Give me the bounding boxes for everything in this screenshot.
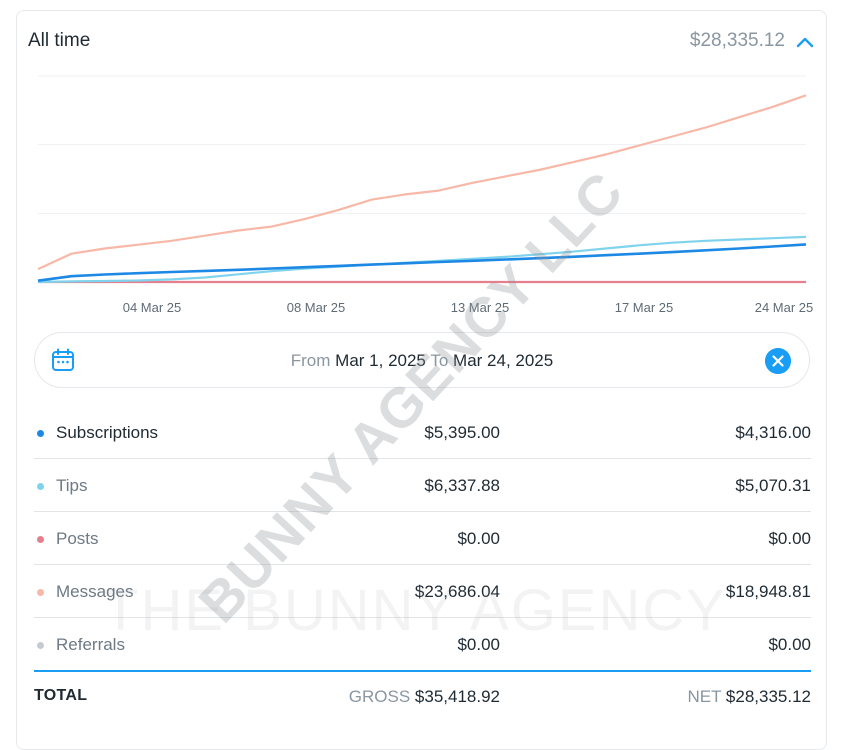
close-icon[interactable] bbox=[765, 348, 791, 374]
legend-dot bbox=[37, 430, 44, 437]
row-gross: $5,395.00 bbox=[424, 423, 500, 442]
row-net: $18,948.81 bbox=[725, 582, 811, 601]
row-net: $0.00 bbox=[768, 529, 811, 548]
total-row: TOTAL GROSS $35,418.92 NET $28,335.12 bbox=[34, 684, 811, 714]
table-row-subscriptions[interactable]: Subscriptions $5,395.00 $4,316.00 bbox=[34, 406, 811, 459]
row-gross: $0.00 bbox=[457, 529, 500, 548]
row-gross: $0.00 bbox=[457, 635, 500, 654]
from-label: From bbox=[290, 351, 331, 370]
earnings-line-chart: 04 Mar 25 08 Mar 25 13 Mar 25 17 Mar 25 24 M… bbox=[37, 75, 814, 315]
to-date[interactable]: Mar 24, 2025 bbox=[453, 351, 554, 370]
row-net: $0.00 bbox=[768, 635, 811, 654]
series-line-messages bbox=[37, 94, 807, 271]
legend-dot bbox=[37, 589, 44, 596]
header-total: $28,335.12 bbox=[689, 30, 785, 51]
row-net: $5,070.31 bbox=[735, 476, 811, 495]
x-tick-label: 08 Mar 25 bbox=[287, 300, 346, 315]
table-row-referrals[interactable]: Referrals $0.00 $0.00 bbox=[34, 618, 811, 672]
row-label: Messages bbox=[56, 582, 134, 601]
card-header[interactable]: All time $28,335.12 bbox=[28, 30, 829, 56]
table-row-tips[interactable]: Tips $6,337.88 $5,070.31 bbox=[34, 459, 811, 512]
net-label: NET bbox=[687, 687, 722, 706]
row-gross: $23,686.04 bbox=[414, 582, 500, 601]
from-date[interactable]: Mar 1, 2025 bbox=[335, 351, 426, 370]
total-net: NET $28,335.12 bbox=[687, 687, 811, 707]
table-row-messages[interactable]: Messages $23,686.04 $18,948.81 bbox=[34, 565, 811, 618]
calendar-icon[interactable] bbox=[51, 348, 75, 372]
x-tick-label: 17 Mar 25 bbox=[615, 300, 674, 315]
row-label: Referrals bbox=[56, 635, 125, 654]
legend-dot bbox=[37, 642, 44, 649]
earnings-table: Subscriptions $5,395.00 $4,316.00 Tips $… bbox=[34, 406, 811, 672]
earnings-card bbox=[16, 10, 827, 750]
net-value: $28,335.12 bbox=[725, 687, 811, 706]
to-label: To bbox=[430, 351, 449, 370]
table-row-posts[interactable]: Posts $0.00 $0.00 bbox=[34, 512, 811, 565]
row-label: Subscriptions bbox=[56, 423, 159, 442]
gross-label: GROSS bbox=[348, 687, 411, 706]
date-range-text[interactable]: From Mar 1, 2025 To Mar 24, 2025 bbox=[35, 351, 809, 371]
total-gross: GROSS $35,418.92 bbox=[349, 687, 500, 707]
legend-dot bbox=[37, 536, 44, 543]
x-tick-label: 04 Mar 25 bbox=[123, 300, 182, 315]
row-net: $4,316.00 bbox=[735, 423, 811, 442]
x-tick-label: 13 Mar 25 bbox=[451, 300, 510, 315]
chevron-up-icon[interactable] bbox=[795, 34, 815, 50]
legend-dot bbox=[37, 483, 44, 490]
card-title: All time bbox=[28, 30, 91, 51]
total-label: TOTAL bbox=[34, 687, 88, 704]
row-gross: $6,337.88 bbox=[424, 476, 500, 495]
row-label: Posts bbox=[56, 529, 99, 548]
x-tick-label: 24 Mar 25 bbox=[755, 300, 814, 315]
gross-value: $35,418.92 bbox=[414, 687, 500, 706]
series-line-subscriptions bbox=[37, 243, 807, 282]
date-range-picker[interactable]: From Mar 1, 2025 To Mar 24, 2025 bbox=[34, 332, 810, 388]
row-label: Tips bbox=[56, 476, 88, 495]
